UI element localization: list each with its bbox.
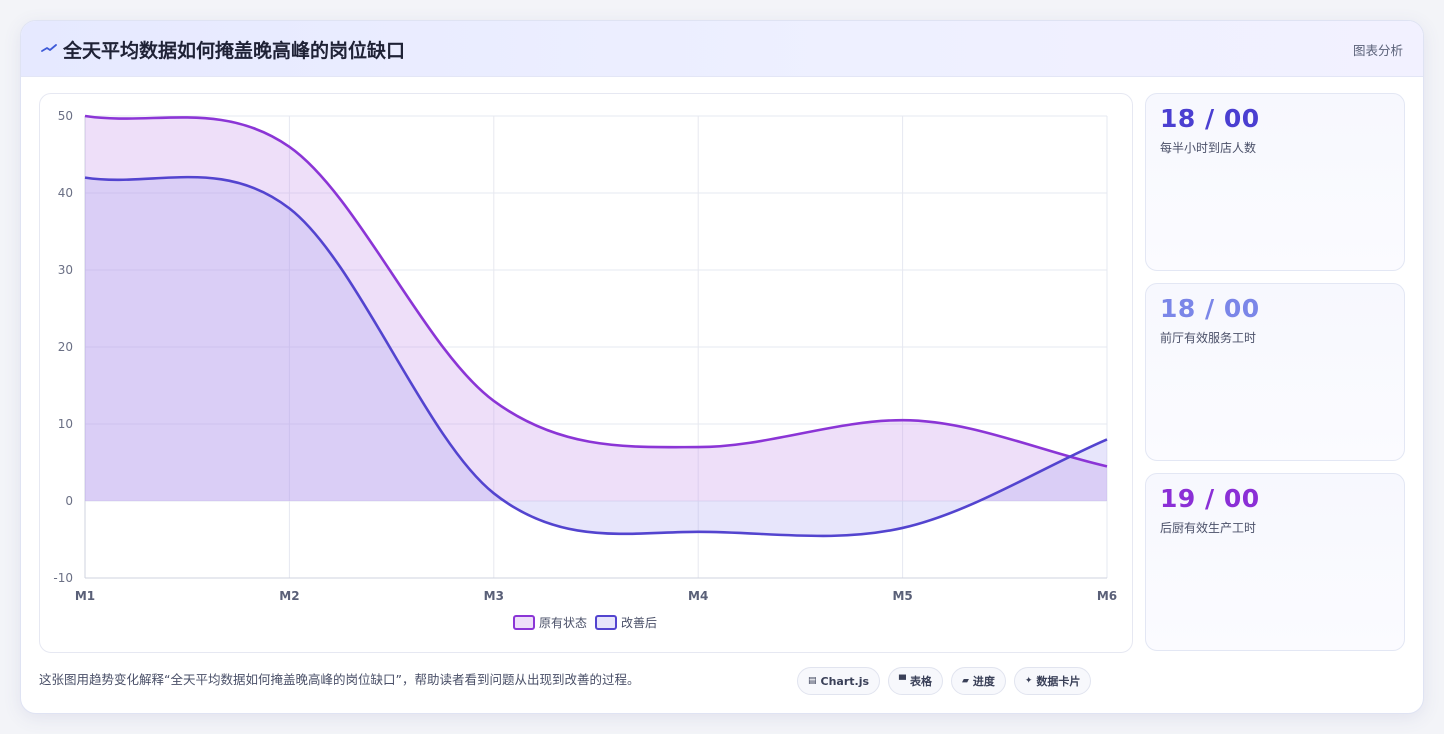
y-tick-label: 40 — [58, 186, 73, 200]
trend-icon — [41, 44, 57, 52]
chart-description: 这张图用趋势变化解释“全天平均数据如何掩盖晚高峰的岗位缺口”，帮助读者看到问题从… — [39, 672, 640, 687]
y-tick-label: 10 — [58, 417, 73, 431]
series-area-1 — [85, 116, 1107, 501]
x-tick-label: M3 — [484, 589, 504, 603]
x-tick-label: M1 — [75, 589, 95, 603]
page-title: 全天平均数据如何掩盖晚高峰的岗位缺口 — [63, 40, 406, 62]
legend-swatch — [595, 615, 617, 630]
series-line-2 — [84, 175, 1108, 538]
progress-icon: ▰ — [961, 676, 969, 686]
tag-label: 表格 — [909, 675, 932, 688]
legend-swatch — [513, 615, 535, 630]
tag-chartjs[interactable]: ▤ Chart.js — [797, 667, 881, 695]
legend-item-1: 原有状态 — [513, 615, 587, 630]
tag-label: Chart.js — [820, 674, 870, 688]
stat-card-kitchen-hours: 19 / 00 后厨有效生产工时 — [1145, 473, 1405, 651]
tag-label: 数据卡片 — [1036, 675, 1081, 688]
x-tick-label: M2 — [279, 589, 299, 603]
chart-panel: -10 0 10 20 30 40 50 M1 M2 M3 M4 M5 M6 原有状态 改善后 — [39, 93, 1133, 653]
legend-label: 原有状态 — [539, 616, 587, 630]
chart-icon: ▤ — [808, 676, 817, 686]
stat-value: 18 / 00 — [1160, 294, 1260, 323]
y-tick-label: 30 — [58, 263, 73, 277]
table-icon: ▀ — [899, 676, 906, 686]
tag-data-card[interactable]: ✦ 数据卡片 — [1013, 667, 1092, 695]
series-area-2 — [85, 177, 1107, 536]
chart-analysis-link[interactable]: 图表分析 — [1352, 43, 1403, 58]
y-tick-label: 0 — [65, 494, 73, 508]
tag-list: ▤ Chart.js ▀ 表格 ▰ 进度 ✦ 数据卡片 — [797, 667, 1092, 695]
x-tick-label: M6 — [1097, 589, 1117, 603]
x-tick-label: M5 — [892, 589, 912, 603]
area-chart: -10 0 10 20 30 40 50 M1 M2 M3 M4 M5 M6 原有状态 改善后 — [53, 109, 1117, 630]
tag-table[interactable]: ▀ 表格 — [888, 667, 943, 695]
stat-label: 后厨有效生产工时 — [1160, 521, 1257, 535]
sparkle-icon: ✦ — [1024, 676, 1033, 686]
chart-card: 全天平均数据如何掩盖晚高峰的岗位缺口 图表分析 -10 0 10 20 30 40 50 M1… — [20, 20, 1424, 714]
legend-label: 改善后 — [621, 615, 657, 630]
y-tick-label: -10 — [53, 571, 73, 585]
y-tick-label: 50 — [58, 109, 73, 123]
y-tick-label: 20 — [58, 340, 73, 354]
x-tick-label: M4 — [688, 589, 708, 603]
tag-label: 进度 — [972, 675, 995, 688]
stat-value: 18 / 00 — [1160, 104, 1260, 133]
stat-value: 19 / 00 — [1160, 484, 1260, 513]
series-line-1 — [84, 114, 1108, 468]
stat-card-front-hours: 18 / 00 前厅有效服务工时 — [1145, 283, 1405, 461]
legend-item-2: 改善后 — [595, 615, 657, 630]
card-header: 全天平均数据如何掩盖晚高峰的岗位缺口 图表分析 — [21, 21, 1423, 77]
tag-progress[interactable]: ▰ 进度 — [950, 667, 1006, 695]
stat-card-arrivals: 18 / 00 每半小时到店人数 — [1145, 93, 1405, 271]
stat-label: 前厅有效服务工时 — [1160, 331, 1257, 345]
stat-label: 每半小时到店人数 — [1160, 141, 1257, 155]
